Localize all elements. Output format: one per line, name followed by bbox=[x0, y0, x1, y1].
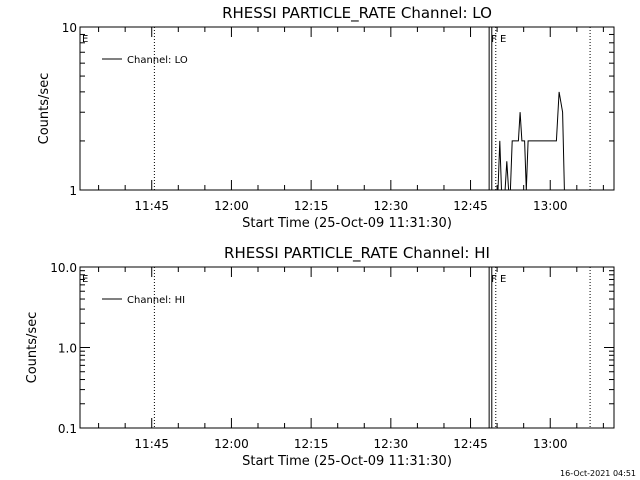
x-tick-label: 13:00 bbox=[533, 199, 568, 213]
event-marker-f: F bbox=[491, 274, 497, 285]
y-axis-label: Counts/sec bbox=[25, 312, 40, 384]
chart-panel-2: RHESSI PARTICLE_RATE Channel: HI Counts/s… bbox=[25, 244, 615, 469]
y-axis-label: Counts/sec bbox=[37, 73, 52, 145]
x-tick-label: 12:45 bbox=[453, 437, 488, 451]
x-tick-label: 11:45 bbox=[134, 199, 169, 213]
event-marker-e: E bbox=[82, 34, 88, 45]
x-tick-label: 11:45 bbox=[134, 437, 169, 451]
x-axis-label: Start Time (25-Oct-09 11:31:30) bbox=[242, 454, 452, 469]
y-tick-label: 10 bbox=[62, 21, 77, 35]
chart-title: RHESSI PARTICLE_RATE Channel: HI bbox=[224, 244, 490, 263]
y-tick-label: 1.0 bbox=[58, 342, 77, 356]
legend-entry: Channel: HI bbox=[127, 295, 185, 306]
x-tick-label: 12:45 bbox=[453, 199, 488, 213]
x-tick-label: 12:00 bbox=[214, 199, 249, 213]
x-axis-label: Start Time (25-Oct-09 11:31:30) bbox=[242, 216, 452, 231]
event-marker-f: F bbox=[491, 34, 497, 45]
y-tick-label: 0.1 bbox=[58, 422, 77, 436]
plot-frame bbox=[79, 26, 615, 191]
series-line bbox=[496, 91, 566, 191]
plot-frame bbox=[79, 266, 615, 429]
x-tick-label: 12:15 bbox=[294, 437, 329, 451]
event-marker-e: E bbox=[82, 274, 88, 285]
x-tick-label: 12:15 bbox=[294, 199, 329, 213]
x-tick-label: 12:00 bbox=[214, 437, 249, 451]
chart-panel-1: RHESSI PARTICLE_RATE Channel: LO Counts/s… bbox=[37, 4, 615, 231]
y-tick-label: 1 bbox=[69, 184, 77, 198]
event-marker-e: E bbox=[500, 34, 506, 45]
chart-title: RHESSI PARTICLE_RATE Channel: LO bbox=[222, 4, 492, 23]
footer-timestamp: 16-Oct-2021 04:51 bbox=[560, 469, 636, 478]
x-tick-label: 12:30 bbox=[374, 199, 409, 213]
event-marker-e: E bbox=[500, 274, 506, 285]
x-tick-label: 13:00 bbox=[533, 437, 568, 451]
x-tick-label: 12:30 bbox=[374, 437, 409, 451]
y-tick-label: 10.0 bbox=[50, 261, 77, 275]
legend-entry: Channel: LO bbox=[127, 55, 188, 66]
